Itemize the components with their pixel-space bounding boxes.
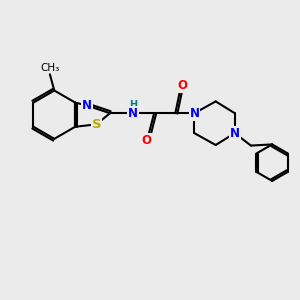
Text: S: S xyxy=(92,118,101,131)
Text: H: H xyxy=(129,100,137,110)
Text: N: N xyxy=(128,107,138,120)
Text: N: N xyxy=(82,99,92,112)
Text: O: O xyxy=(178,79,188,92)
Text: N: N xyxy=(230,127,240,140)
Text: CH₃: CH₃ xyxy=(40,63,59,73)
Text: O: O xyxy=(141,134,151,147)
Text: N: N xyxy=(190,107,200,120)
